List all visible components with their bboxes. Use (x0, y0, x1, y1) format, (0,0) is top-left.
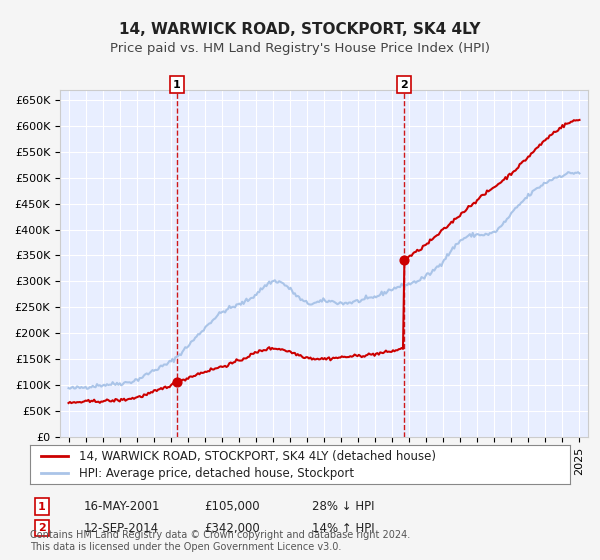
Text: 1: 1 (173, 80, 181, 90)
Point (400, 255, 409, 264)
Text: HPI: Average price, detached house, Stockport: HPI: Average price, detached house, Stoc… (79, 467, 354, 480)
Text: 1: 1 (38, 502, 46, 512)
Text: Contains HM Land Registry data © Crown copyright and database right 2024.
This d: Contains HM Land Registry data © Crown c… (30, 530, 410, 552)
Text: 16-MAY-2001: 16-MAY-2001 (84, 500, 161, 514)
Text: 2: 2 (400, 80, 408, 90)
Text: 14, WARWICK ROAD, STOCKPORT, SK4 4LY (detached house): 14, WARWICK ROAD, STOCKPORT, SK4 4LY (de… (79, 450, 436, 463)
Text: £342,000: £342,000 (204, 521, 260, 535)
Text: £105,000: £105,000 (204, 500, 260, 514)
Text: 14, WARWICK ROAD, STOCKPORT, SK4 4LY: 14, WARWICK ROAD, STOCKPORT, SK4 4LY (119, 22, 481, 38)
Text: Price paid vs. HM Land Registry's House Price Index (HPI): Price paid vs. HM Land Registry's House … (110, 42, 490, 55)
Text: 14% ↑ HPI: 14% ↑ HPI (312, 521, 374, 535)
Text: 2: 2 (38, 523, 46, 533)
Text: 12-SEP-2014: 12-SEP-2014 (84, 521, 159, 535)
Point (172, 378, 182, 387)
Text: 28% ↓ HPI: 28% ↓ HPI (312, 500, 374, 514)
